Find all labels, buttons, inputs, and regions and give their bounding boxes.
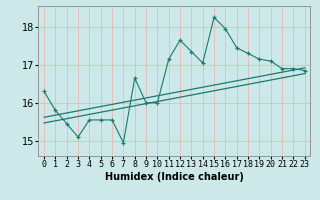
X-axis label: Humidex (Indice chaleur): Humidex (Indice chaleur) — [105, 172, 244, 182]
